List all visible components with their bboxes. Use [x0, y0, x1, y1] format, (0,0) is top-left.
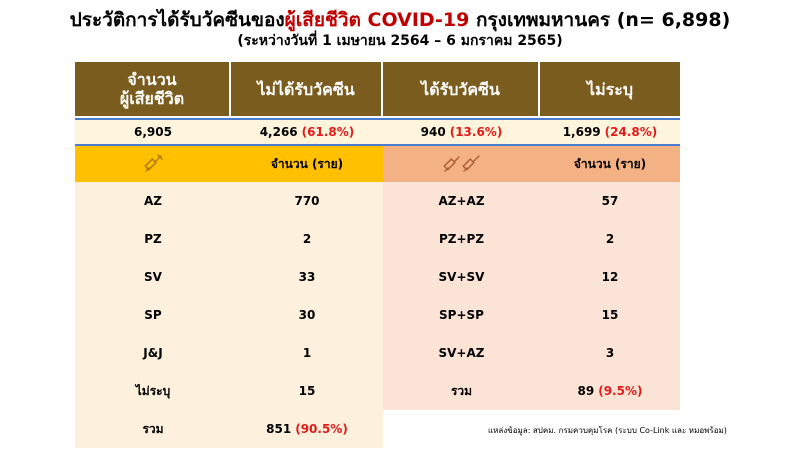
header-row: จำนวน ผู้เสียชีวิต ไม่ได้รับวัคซีน ได้รั… [75, 62, 680, 116]
title-suffix: กรุงเทพมหานคร (n= 6,898) [469, 9, 731, 31]
total-unknown-value: 1,699 [562, 125, 601, 139]
table-row: SP 30 SP+SP 15 [75, 296, 680, 334]
two-dose-name: SV+SV [383, 258, 540, 296]
one-dose-count: 2 [231, 220, 383, 258]
total-unknown-pct: (24.8%) [604, 125, 658, 139]
table-row: รวม 851 (90.5%) [75, 410, 680, 448]
two-dose-name: PZ+PZ [383, 220, 540, 258]
table-row: J&J 1 SV+AZ 3 [75, 334, 680, 372]
one-dose-name: J&J [75, 334, 231, 372]
two-dose-total: 89 (9.5%) [540, 372, 680, 410]
two-dose-total-pct: (9.5%) [598, 384, 643, 398]
total-vaccinated-pct: (13.6%) [449, 125, 503, 139]
one-dose-count: 30 [231, 296, 383, 334]
one-dose-total-label: รวม [75, 410, 231, 448]
subheader-row: จำนวน (ราย) จำนวน (ราย) [75, 146, 680, 182]
header-unvaccinated: ไม่ได้รับวัคซีน [231, 62, 383, 116]
header-vaccinated: ได้รับวัคซีน [383, 62, 540, 116]
syringe-icon [144, 154, 163, 172]
total-deaths: 6,905 [75, 118, 231, 146]
one-dose-count: 33 [231, 258, 383, 296]
two-dose-count: 3 [540, 334, 680, 372]
one-dose-name: SP [75, 296, 231, 334]
total-unvaccinated-value: 4,266 [259, 125, 298, 139]
table-row: SV 33 SV+SV 12 [75, 258, 680, 296]
one-dose-total-value: 851 [266, 422, 292, 436]
page-subtitle: (ระหว่างวันที่ 1 เมษายน 2564 – 6 มกราคม … [237, 33, 563, 49]
page-title: ประวัติการได้รับวัคซีนของผู้เสียชีวิต CO… [0, 8, 800, 32]
one-dose-total: 851 (90.5%) [231, 410, 383, 448]
one-dose-name: AZ [75, 182, 231, 220]
total-unvaccinated: 4,266 (61.8%) [231, 118, 383, 146]
two-dose-count: 2 [540, 220, 680, 258]
two-dose-name: AZ+AZ [383, 182, 540, 220]
subheader-one-dose-count: จำนวน (ราย) [231, 146, 383, 182]
subheader-one-dose-icon-cell [75, 146, 231, 182]
two-dose-name: SP+SP [383, 296, 540, 334]
double-syringe-icon [442, 155, 480, 172]
one-dose-name: ไม่ระบุ [75, 372, 231, 410]
source-note: แหล่งข้อมูล: สปคม. กรมควบคุมโรค (ระบบ Co… [488, 426, 727, 435]
subheader-two-dose-icon-cell [383, 146, 540, 182]
table-row: PZ 2 PZ+PZ 2 [75, 220, 680, 258]
totals-row: 6,905 4,266 (61.8%) 940 (13.6%) 1,699 (24.8… [75, 118, 680, 146]
one-dose-count: 15 [231, 372, 383, 410]
title-prefix: ประวัติการได้รับวัคซีนของ [69, 9, 285, 31]
one-dose-name: SV [75, 258, 231, 296]
two-dose-count: 57 [540, 182, 680, 220]
subheader-two-dose-count: จำนวน (ราย) [540, 146, 680, 182]
two-dose-count: 12 [540, 258, 680, 296]
two-dose-count: 15 [540, 296, 680, 334]
one-dose-total-pct: (90.5%) [295, 422, 348, 436]
table-row: ไม่ระบุ 15 รวม 89 (9.5%) [75, 372, 680, 410]
header-deaths-label: จำนวน ผู้เสียชีวิต [119, 70, 185, 108]
one-dose-count: 770 [231, 182, 383, 220]
two-dose-total-value: 89 [577, 384, 595, 398]
total-vaccinated-value: 940 [420, 125, 446, 139]
header-unknown: ไม่ระบุ [540, 62, 680, 116]
total-unknown: 1,699 (24.8%) [540, 118, 680, 146]
table-row: AZ 770 AZ+AZ 57 [75, 182, 680, 220]
total-vaccinated: 940 (13.6%) [383, 118, 540, 146]
header-deaths: จำนวน ผู้เสียชีวิต [75, 62, 231, 116]
two-dose-total-label: รวม [383, 372, 540, 410]
total-unvaccinated-pct: (61.8%) [301, 125, 355, 139]
two-dose-name: SV+AZ [383, 334, 540, 372]
title-highlight: ผู้เสียชีวิต COVID-19 [284, 9, 470, 31]
one-dose-count: 1 [231, 334, 383, 372]
one-dose-name: PZ [75, 220, 231, 258]
